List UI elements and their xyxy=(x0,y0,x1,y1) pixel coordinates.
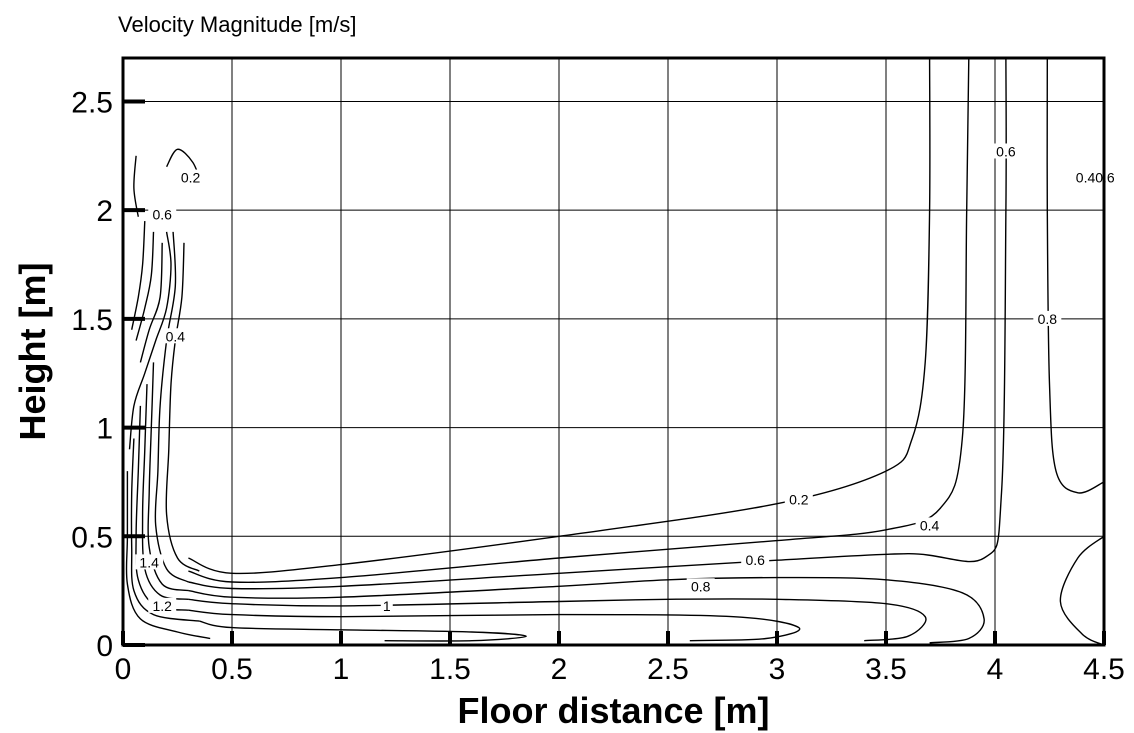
x-tick-label: 3.5 xyxy=(865,653,907,686)
contour-label-bg xyxy=(1033,310,1062,326)
contour-label-bg xyxy=(915,517,944,533)
contour-label: 1.2 xyxy=(153,598,173,614)
x-tick-label: 3 xyxy=(769,653,786,686)
contour-line xyxy=(1046,57,1105,494)
contour-label: 0.4 xyxy=(920,517,940,533)
contour-label: 0.2 xyxy=(181,170,201,186)
y-tick-label: 1.5 xyxy=(71,304,113,337)
x-tick-label: 4.5 xyxy=(1083,653,1125,686)
contour-label-bg xyxy=(161,328,190,344)
contour-label-bg xyxy=(176,169,205,185)
chart-title: Velocity Magnitude [m/s] xyxy=(118,12,357,37)
contour-label-bg xyxy=(148,597,177,613)
contour-line xyxy=(165,242,200,572)
contour-label: 0.6 xyxy=(745,552,765,568)
contour-label: 1.4 xyxy=(139,554,159,570)
x-tick-label: 0.5 xyxy=(211,653,253,686)
contour-label-bg xyxy=(380,597,393,613)
x-tick-label: 2 xyxy=(551,653,568,686)
x-tick-label: 4 xyxy=(987,653,1004,686)
y-axis-ticks: 0 0.5 1 1.5 2 2.5 xyxy=(71,86,145,663)
contour-labels: 0.20.40.60.811.41.20.60.80.40.60.20.60.4 xyxy=(135,143,1122,614)
contour-label-bg xyxy=(784,491,813,507)
contour-label: 1 xyxy=(383,598,391,614)
contour-label-bg xyxy=(148,206,177,222)
contour-label-bg xyxy=(135,554,164,570)
contour-lines xyxy=(125,57,1105,646)
y-axis-label: Height [m] xyxy=(12,263,53,441)
contour-line xyxy=(130,438,200,622)
y-tick-label: 0.5 xyxy=(71,521,113,554)
contour-line xyxy=(147,362,189,592)
x-axis-label: Floor distance [m] xyxy=(457,690,769,731)
x-tick-label: 1 xyxy=(333,653,350,686)
contour-line xyxy=(133,155,139,217)
contour-line xyxy=(188,57,970,584)
contour-line xyxy=(154,231,189,583)
contour-line xyxy=(188,598,927,642)
contour-line xyxy=(135,231,155,341)
contour-label-bg xyxy=(1069,169,1122,185)
contour-line xyxy=(188,57,1007,590)
contour-line xyxy=(188,609,801,642)
x-tick-label: 0 xyxy=(115,653,132,686)
y-tick-label: 1 xyxy=(96,413,113,446)
y-tick-label: 2.5 xyxy=(71,86,113,119)
plot-frame xyxy=(121,56,1106,647)
x-axis-ticks: 0 0.5 1 1.5 2 2.5 3 3.5 4 4.5 xyxy=(115,631,1125,686)
contour-line xyxy=(1059,535,1105,646)
contour-line xyxy=(139,242,163,363)
contour-label: 0.6 xyxy=(153,207,173,223)
contour-line xyxy=(199,620,528,642)
x-tick-label: 2.5 xyxy=(647,653,689,686)
x-tick-label: 1.5 xyxy=(429,653,471,686)
contour-label: 0.8 xyxy=(1038,311,1058,327)
contour-label: 0.40.6 xyxy=(1076,170,1115,186)
contour-label: 0.8 xyxy=(691,578,711,594)
contour-line xyxy=(128,231,172,450)
contour-label: 0.4 xyxy=(166,328,186,344)
contour-label-bg xyxy=(991,143,1020,159)
grid-lines xyxy=(122,58,1105,646)
contour-line xyxy=(131,221,146,330)
y-tick-label: 2 xyxy=(96,195,113,228)
contour-label-bg xyxy=(686,578,715,594)
contour-line xyxy=(125,471,211,640)
y-tick-label: 0 xyxy=(96,630,113,663)
contour-label: 0.2 xyxy=(789,491,809,507)
contour-label-bg xyxy=(741,552,770,568)
contour-label: 0.6 xyxy=(996,143,1016,159)
contour-line xyxy=(188,576,985,644)
